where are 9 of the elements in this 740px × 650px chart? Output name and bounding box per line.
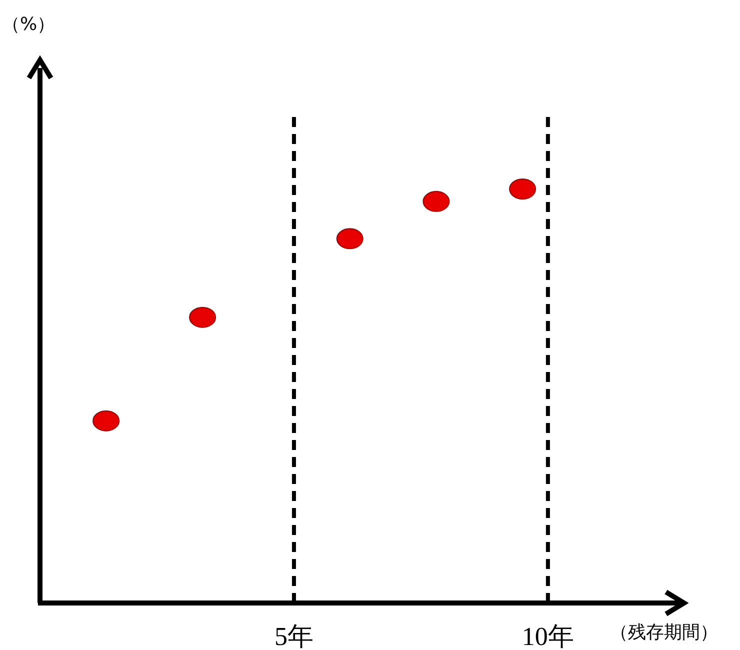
point [92, 410, 120, 432]
point [509, 178, 536, 200]
point [336, 228, 364, 250]
x-tick-label: 5年 [274, 622, 314, 650]
x-axis-title: （残存期間） [610, 622, 718, 643]
point [422, 190, 450, 212]
point [189, 306, 216, 328]
x-tick-label: 10年 [522, 622, 574, 650]
text: （%） [2, 14, 56, 35]
